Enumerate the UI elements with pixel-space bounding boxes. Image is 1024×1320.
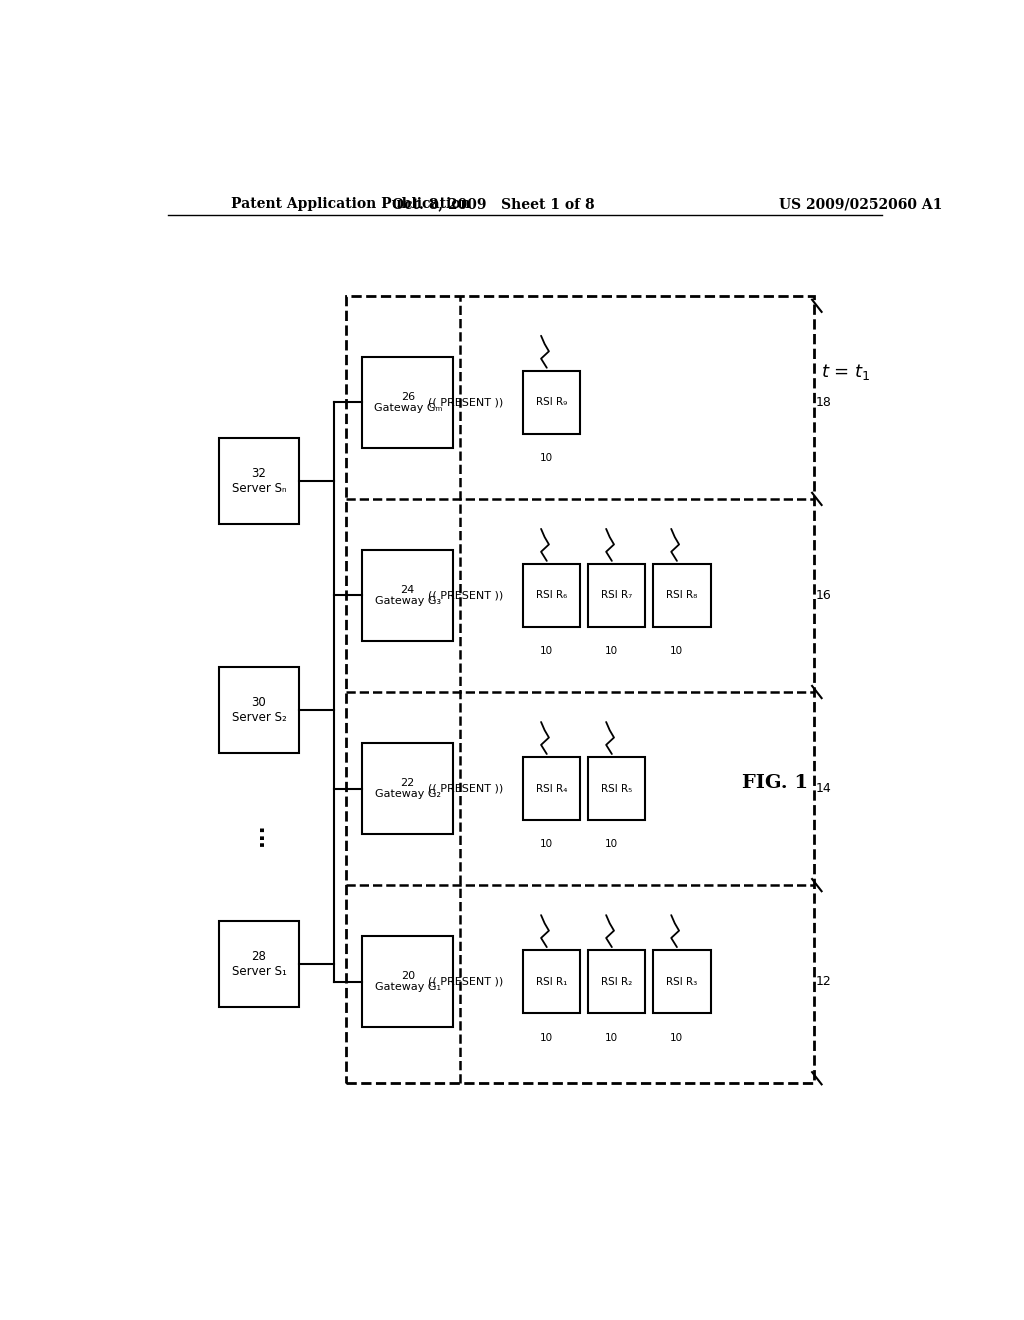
- Text: 16: 16: [816, 589, 831, 602]
- Bar: [653, 564, 711, 627]
- Text: RSI R₈: RSI R₈: [667, 590, 697, 601]
- Text: 12: 12: [816, 975, 831, 989]
- Text: RSI R₇: RSI R₇: [601, 590, 633, 601]
- Text: Patent Application Publication: Patent Application Publication: [231, 197, 471, 211]
- Bar: [653, 950, 711, 1014]
- Bar: [588, 564, 645, 627]
- Text: Oct. 8, 2009   Sheet 1 of 8: Oct. 8, 2009 Sheet 1 of 8: [392, 197, 594, 211]
- Text: 10: 10: [540, 453, 553, 463]
- Text: FIG. 1: FIG. 1: [741, 775, 808, 792]
- Text: 20
Gateway G₁: 20 Gateway G₁: [375, 972, 440, 993]
- Bar: [362, 743, 454, 834]
- Text: RSI R₅: RSI R₅: [601, 784, 633, 793]
- Text: RSI R₄: RSI R₄: [537, 784, 567, 793]
- Text: (( PRESENT )): (( PRESENT )): [428, 590, 503, 601]
- Bar: [346, 296, 814, 1084]
- Text: RSI R₉: RSI R₉: [537, 397, 567, 408]
- Text: 10: 10: [604, 1032, 617, 1043]
- Bar: [219, 921, 299, 1007]
- Text: 10: 10: [670, 647, 683, 656]
- Text: 14: 14: [816, 781, 831, 795]
- Text: 28
Server S₁: 28 Server S₁: [231, 950, 287, 978]
- Text: t = t$_1$: t = t$_1$: [821, 362, 871, 381]
- Bar: [219, 667, 299, 752]
- Text: 10: 10: [540, 647, 553, 656]
- Text: 30
Server S₂: 30 Server S₂: [231, 696, 287, 723]
- Bar: [219, 438, 299, 524]
- Bar: [362, 936, 454, 1027]
- Text: 10: 10: [604, 647, 617, 656]
- Text: RSI R₆: RSI R₆: [537, 590, 567, 601]
- Bar: [362, 549, 454, 642]
- Text: 26
Gateway Gₘ: 26 Gateway Gₘ: [374, 392, 442, 413]
- Text: (( PRESENT )): (( PRESENT )): [428, 977, 503, 986]
- Bar: [523, 950, 581, 1014]
- Text: 10: 10: [670, 1032, 683, 1043]
- Text: US 2009/0252060 A1: US 2009/0252060 A1: [778, 197, 942, 211]
- Text: ...: ...: [247, 822, 266, 846]
- Bar: [523, 564, 581, 627]
- Text: RSI R₁: RSI R₁: [537, 977, 567, 986]
- Text: 24
Gateway G₃: 24 Gateway G₃: [375, 585, 440, 606]
- Text: RSI R₂: RSI R₂: [601, 977, 633, 986]
- Text: 10: 10: [540, 1032, 553, 1043]
- Text: 22
Gateway G₂: 22 Gateway G₂: [375, 777, 440, 800]
- Text: 10: 10: [604, 840, 617, 850]
- Text: (( PRESENT )): (( PRESENT )): [428, 784, 503, 793]
- Bar: [588, 950, 645, 1014]
- Bar: [588, 758, 645, 820]
- Text: 10: 10: [540, 840, 553, 850]
- Bar: [523, 758, 581, 820]
- Text: RSI R₃: RSI R₃: [667, 977, 697, 986]
- Bar: [523, 371, 581, 434]
- Text: (( PRESENT )): (( PRESENT )): [428, 397, 503, 408]
- Text: 32
Server Sₙ: 32 Server Sₙ: [231, 467, 287, 495]
- Text: 18: 18: [816, 396, 831, 409]
- Bar: [362, 356, 454, 447]
